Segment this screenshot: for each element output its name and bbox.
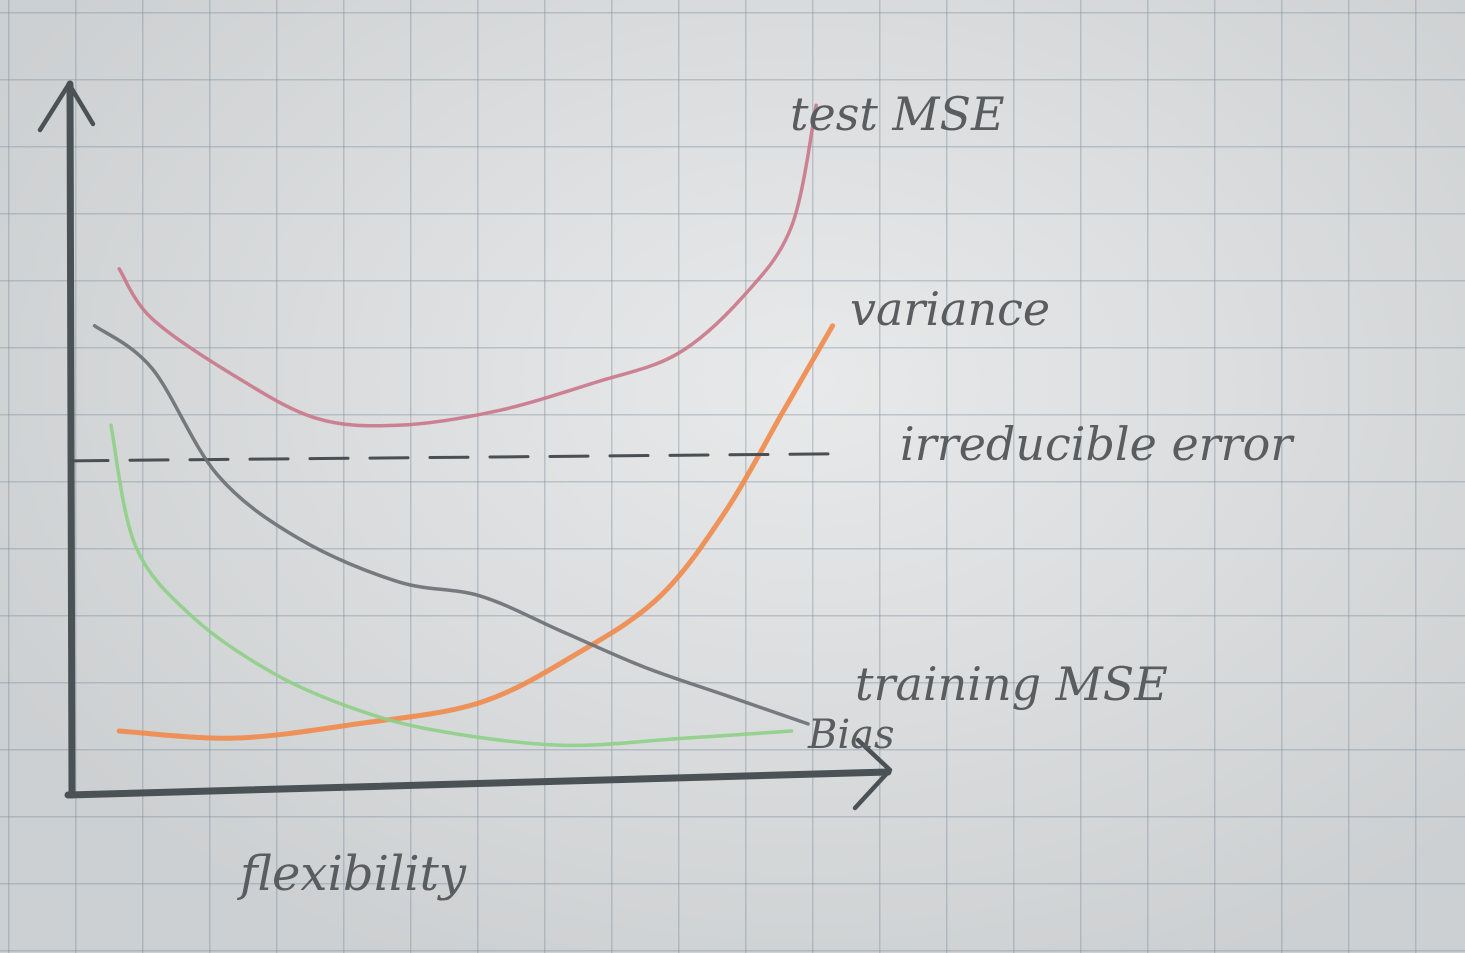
series-line-irreducible-error — [68, 452, 851, 463]
x-axis-label: flexibility — [237, 846, 467, 902]
series-label-bias: Bias — [807, 712, 895, 758]
series-line-training-mse — [92, 323, 810, 726]
labels: test MSE variance irreducible error trai… — [237, 87, 1295, 902]
y-axis — [66, 80, 76, 799]
axes — [37, 80, 893, 811]
series-label-training-mse: training MSE — [855, 657, 1168, 711]
x-axis — [64, 768, 892, 799]
series-label-variance: variance — [850, 282, 1050, 336]
series-label-test-mse: test MSE — [790, 87, 1005, 141]
y-axis-arrowhead — [37, 81, 96, 133]
x-axis-arrowhead — [852, 737, 893, 811]
series-line-test-mse — [117, 103, 818, 428]
series-layer — [68, 103, 851, 748]
series-label-irreducible-error: irreducible error — [900, 417, 1295, 471]
series-line-variance — [116, 323, 836, 741]
series-line-bias — [109, 423, 794, 748]
